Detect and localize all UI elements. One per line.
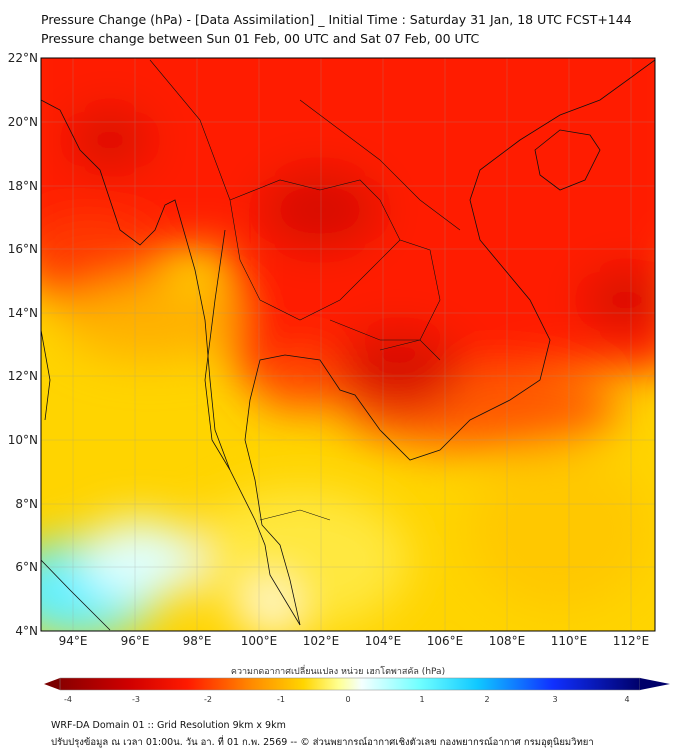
- lat-tick: 18°N: [7, 179, 38, 193]
- colorbar-tick: -4: [64, 695, 72, 704]
- lat-tick: 14°N: [7, 306, 38, 320]
- graticule: [41, 58, 655, 631]
- lon-tick: 106°E: [426, 634, 464, 648]
- lon-tick: 112°E: [612, 634, 650, 648]
- pressure-field: [41, 58, 655, 631]
- colorbar-tick: -3: [132, 695, 140, 704]
- borders: [149, 59, 461, 521]
- lon-tick: 108°E: [488, 634, 526, 648]
- colorbar-label: ความกดอากาศเปลี่ยนแปลง หน่วย เฮกโตพาสคัล…: [230, 667, 446, 677]
- lat-tick: 10°N: [7, 433, 38, 447]
- coastlines: [41, 59, 655, 631]
- lon-tick: 98°E: [182, 634, 212, 648]
- lon-tick: 100°E: [240, 634, 278, 648]
- lat-tick: 20°N: [7, 115, 38, 129]
- colorbar-tick: 4: [624, 695, 630, 704]
- lon-tick: 102°E: [302, 634, 340, 648]
- colorbar-tick: 3: [552, 695, 558, 704]
- colorbar-tick: -2: [204, 695, 212, 704]
- footer-update-info: ปรับปรุงข้อมูล ณ เวลา 01:00น. วัน อา. ที…: [51, 737, 594, 748]
- lon-tick: 96°E: [120, 634, 150, 648]
- map-subtitle: Pressure change between Sun 01 Feb, 00 U…: [41, 31, 480, 46]
- lat-tick: 16°N: [7, 242, 38, 256]
- lat-tick: 4°N: [15, 624, 38, 638]
- lon-tick: 94°E: [58, 634, 88, 648]
- colorbar-tick: -1: [277, 695, 285, 704]
- colorbar-tick: 1: [419, 695, 425, 704]
- lon-tick: 104°E: [364, 634, 402, 648]
- map-title: Pressure Change (hPa) - [Data Assimilati…: [41, 12, 632, 27]
- lat-tick: 6°N: [15, 560, 38, 574]
- lat-tick: 12°N: [7, 369, 38, 383]
- lat-tick: 8°N: [15, 497, 38, 511]
- lon-tick: 110°E: [550, 634, 588, 648]
- lat-tick: 22°N: [7, 51, 38, 65]
- colorbar: [44, 677, 670, 691]
- colorbar-tick: 0: [345, 695, 351, 704]
- footer-model-info: WRF-DA Domain 01 :: Grid Resolution 9km …: [51, 720, 286, 731]
- colorbar-tick: 2: [484, 695, 490, 704]
